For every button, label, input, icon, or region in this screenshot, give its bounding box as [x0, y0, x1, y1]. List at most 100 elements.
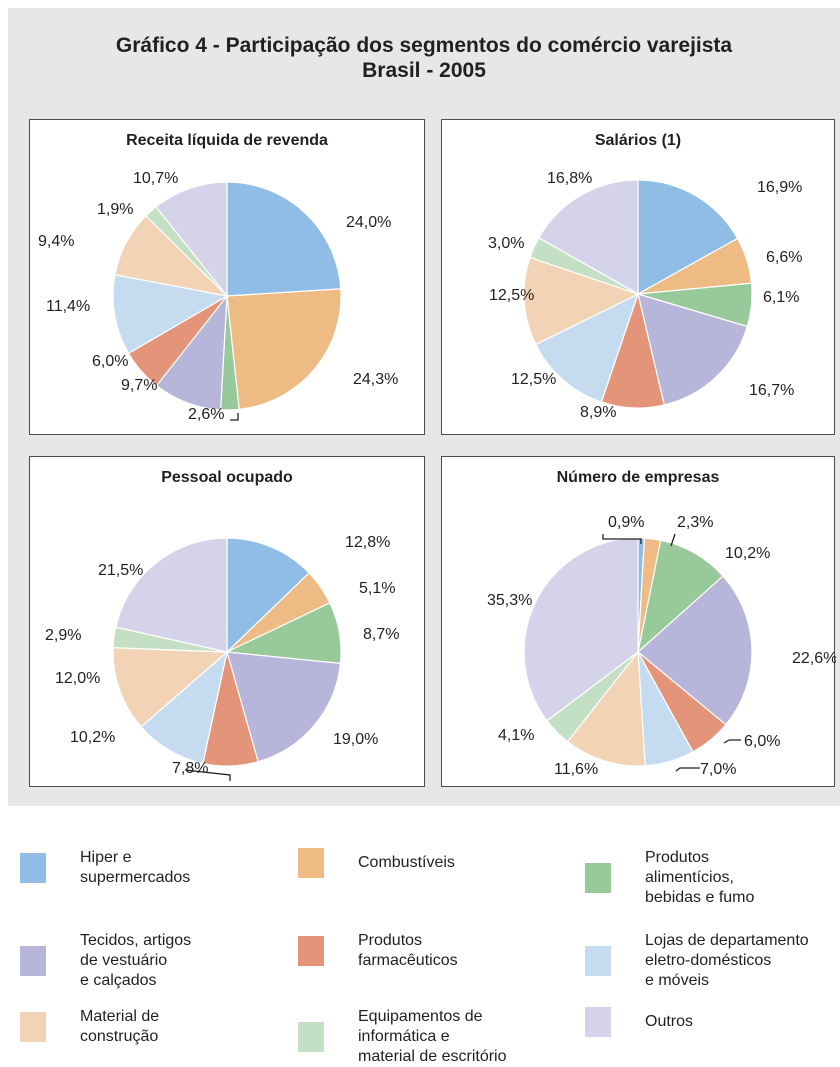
pie-slice: [534, 292, 640, 403]
slice-label: 1,9%: [97, 201, 133, 218]
pie-slice: [226, 288, 342, 411]
slice-label: 10,2%: [70, 729, 115, 746]
slice-label: 24,0%: [346, 214, 391, 231]
pie-chart: 16,9% 6,6% 6,1% 16,7% 8,9% 12,5% 12,5% 3,0% 16,8…: [488, 170, 802, 421]
legend-item-hiper: Hiper e supermercados: [20, 848, 190, 888]
legend-item-tecidos: Tecidos, artigos de vestuário e calçados: [20, 931, 191, 991]
legend-label: Hiper e supermercados: [80, 849, 191, 886]
slice-label: 9,7%: [121, 377, 157, 394]
pie-slice: [112, 647, 229, 728]
slice-label: 3,0%: [488, 235, 524, 252]
pie-slice: [226, 651, 342, 763]
leader-line: [723, 739, 741, 744]
slice-label: 22,6%: [792, 650, 836, 667]
leader-line: [602, 534, 642, 544]
chart-salarios: Salários (1) 16,9% 6,6% 6,1% 16,7% 8,9% 12,5%…: [441, 119, 835, 435]
legend-label: Produtos farmacêuticos: [358, 932, 458, 969]
slice-label: 16,7%: [749, 382, 794, 399]
chart-title: Receita líquida de revenda: [126, 132, 328, 149]
slice-label: 7,8%: [172, 760, 208, 777]
slice-label: 7,0%: [700, 761, 736, 778]
pie-slice: [155, 181, 228, 298]
pie-slice: [112, 273, 229, 355]
slice-label: 24,3%: [353, 371, 398, 388]
slice-label: 6,0%: [92, 353, 128, 370]
slice-label: 4,1%: [498, 727, 534, 744]
leader-line: [230, 413, 239, 421]
legend-label: Outros: [645, 1013, 694, 1030]
legend-swatch: [20, 1012, 46, 1042]
legend-label: Lojas de departamento eletro-domésticos …: [645, 932, 809, 989]
chart-receita-liquida: Receita líquida de revenda 24,0% 24,3% 2,6…: [29, 119, 425, 435]
slice-label: 8,9%: [580, 404, 616, 421]
chart-title: Pessoal ocupado: [161, 469, 293, 486]
legend-label: Tecidos, artigos de vestuário e calçados: [80, 932, 192, 989]
pie-slice: [226, 537, 310, 654]
pie-slice: [637, 539, 724, 654]
legend-item-lojas-departamento: Lojas de departamento eletro-domésticos …: [585, 931, 809, 991]
legend-label: Equipamentos de informática e material d…: [358, 1008, 507, 1065]
pie-slice: [637, 575, 753, 726]
slice-label: 12,8%: [345, 534, 390, 551]
pie-slice: [637, 293, 749, 406]
slice-label: 9,4%: [38, 233, 74, 250]
legend-swatch: [20, 946, 46, 976]
legend-label: Produtos alimentícios, bebidas e fumo: [645, 849, 755, 906]
slice-label: 21,5%: [98, 562, 143, 579]
pie-chart: 12,8% 5,1% 8,7% 19,0% 7,8% 10,2% 12,0% 2,9% 21,5…: [45, 534, 399, 781]
slice-label: 2,9%: [45, 627, 81, 644]
legend-swatch: [585, 1007, 611, 1037]
leader-line: [670, 533, 676, 547]
slice-label: 10,7%: [133, 170, 178, 187]
legend-swatch: [298, 1022, 324, 1052]
slice-label: 6,1%: [763, 289, 799, 306]
slice-label: 6,0%: [744, 733, 780, 750]
legend-item-combustiveis: Combustíveis: [298, 848, 455, 878]
slice-label: 35,3%: [487, 592, 532, 609]
slice-label: 10,2%: [725, 545, 770, 562]
chart-title: Número de empresas: [556, 469, 720, 486]
chart-title: Salários (1): [594, 132, 682, 149]
pie-slice: [566, 650, 646, 767]
slice-label: 6,6%: [766, 249, 802, 266]
pie-slice: [523, 256, 640, 346]
slice-label: 16,9%: [757, 179, 802, 196]
slice-label: 2,3%: [677, 514, 713, 531]
legend-swatch: [585, 863, 611, 893]
legend-swatch: [585, 946, 611, 976]
legend-item-alimenticios: Produtos alimentícios, bebidas e fumo: [585, 848, 754, 908]
legend-item-material-construcao: Material de construção: [20, 1007, 159, 1047]
figure-title-line-2: Brasil - 2005: [362, 59, 486, 82]
pie-slice: [140, 650, 228, 765]
pie-slice: [637, 179, 739, 296]
slice-label: 5,1%: [359, 580, 395, 597]
figure-title: Gráfico 4 - Participação dos segmentos d…: [8, 33, 840, 83]
legend-item-equipamentos-informatica: Equipamentos de informática e material d…: [298, 1007, 507, 1067]
leader-line: [184, 769, 231, 781]
chart-numero-empresas: Número de empresas 0,9% 2,3% 10,2% 22,6% 6,0…: [441, 456, 836, 787]
legend-swatch: [20, 853, 46, 883]
chart-pessoal-ocupado: Pessoal ocupado 12,8% 5,1% 8,7% 19,0% 7,8% 10…: [29, 456, 425, 787]
slice-label: 8,7%: [363, 626, 399, 643]
slice-label: 12,5%: [511, 371, 556, 388]
slice-label: 12,5%: [489, 287, 534, 304]
slice-label: 2,6%: [188, 406, 224, 423]
legend-label: Material de construção: [80, 1008, 160, 1045]
pie-slice: [523, 537, 639, 722]
legend-label: Combustíveis: [358, 854, 455, 871]
slice-label: 12,0%: [55, 670, 100, 687]
slice-label: 11,4%: [46, 298, 90, 315]
slice-label: 19,0%: [333, 731, 378, 748]
pie-slice: [226, 181, 342, 297]
slice-label: 11,6%: [554, 761, 598, 778]
legend-item-farmaceuticos: Produtos farmacêuticos: [298, 931, 458, 971]
slice-label: 0,9%: [608, 514, 644, 531]
figure-title-line-1: Gráfico 4 - Participação dos segmentos d…: [115, 34, 733, 57]
legend-swatch: [298, 848, 324, 878]
pie-chart: 24,0% 24,3% 2,6% 9,7% 6,0% 11,4% 9,4% 1,9%10,7%: [38, 170, 398, 423]
legend-swatch: [298, 936, 324, 966]
leader-line: [675, 767, 700, 772]
legend-item-outros: Outros: [585, 1007, 693, 1037]
pie-chart: 0,9% 2,3% 10,2% 22,6% 6,0% 7,0% 11,6% 4,1% 35,3%: [487, 514, 836, 778]
pie-slice: [115, 537, 228, 653]
